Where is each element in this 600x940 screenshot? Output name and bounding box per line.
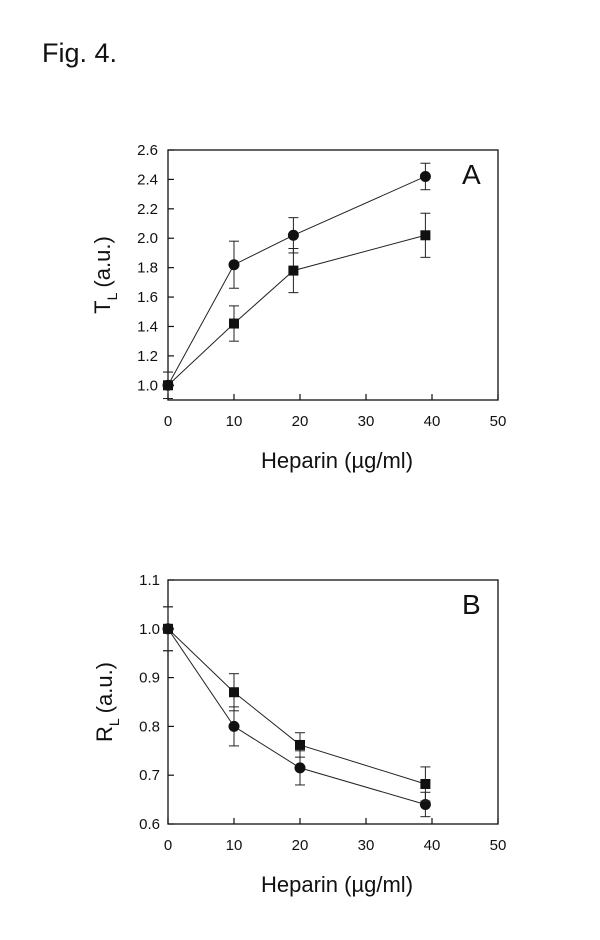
panel-a-y-tick-label: 1.2 xyxy=(137,348,158,365)
chart-panel-b: 0 10 20 30 40 50 0.6 0.7 0.8 0.9 1.0 1.1 Heparin (µg… xyxy=(92,572,507,897)
panel-a-squares-data-point xyxy=(163,380,173,391)
panel-a-y-axis-subscript: L xyxy=(104,292,120,300)
panel-b-squares-series-line xyxy=(167,628,426,785)
panel-b-squares-data-point xyxy=(229,687,239,698)
panel-b-y-tick-label: 0.7 xyxy=(139,767,160,784)
panel-a-y-tick-label: 2.4 xyxy=(137,171,158,188)
panel-a-circles-data-point xyxy=(287,229,299,241)
panel-a-squares-series-line xyxy=(167,234,426,386)
panel-b-y-tick-label: 1.0 xyxy=(139,621,160,638)
panel-a-plot-frame xyxy=(167,149,499,401)
figure-title: Fig. 4. xyxy=(42,38,118,68)
panel-b-y-tick-label: 0.8 xyxy=(139,718,160,735)
panel-a-panel-label: A xyxy=(462,159,481,190)
panel-b-x-tick-label: 10 xyxy=(226,837,243,854)
panel-a-x-tick-label: 50 xyxy=(490,413,507,430)
panel-a-y-tick-label: 2.2 xyxy=(137,201,158,218)
panel-b-y-tick-label: 0.9 xyxy=(139,670,160,687)
panel-a-x-tick-label: 20 xyxy=(292,413,309,430)
panel-b-y-axis-subscript: L xyxy=(106,718,122,726)
panel-b-panel-label: B xyxy=(462,589,481,620)
panel-a-y-axis-title: TL (a.u.) xyxy=(90,236,120,314)
panel-b-circles-data-point xyxy=(294,762,306,774)
panel-b-x-tick-label: 0 xyxy=(164,837,172,854)
panel-b-squares-data-point xyxy=(163,623,173,634)
panel-a-squares-data-point xyxy=(288,265,299,276)
panel-a-y-tick-label: 2.6 xyxy=(137,142,158,159)
panel-a-y-tick-label: 2.0 xyxy=(137,230,158,247)
panel-b-y-tick-label: 0.6 xyxy=(139,816,160,833)
panel-a-x-tick-label: 10 xyxy=(226,413,243,430)
panel-b-squares-data-point xyxy=(420,778,431,789)
panel-a-y-axis-symbol: T xyxy=(90,300,115,313)
panel-a-y-tick-label: 1.0 xyxy=(137,377,158,394)
panel-a-x-axis-title: Heparin (µg/ml) xyxy=(261,448,413,473)
panel-b-x-tick-label: 30 xyxy=(358,837,375,854)
panel-a-squares-data-point xyxy=(229,318,239,329)
panel-b-x-axis-title: Heparin (µg/ml) xyxy=(261,872,413,897)
panel-b-y-axis-unit: (a.u.) xyxy=(92,662,117,713)
panel-a-x-tick-label: 30 xyxy=(358,413,375,430)
panel-b-squares-data-point xyxy=(295,739,305,750)
panel-a-y-tick-label: 1.8 xyxy=(137,260,158,277)
panel-b-circles-series-line xyxy=(167,628,426,805)
panel-b-y-axis-title: RL (a.u.) xyxy=(92,662,122,742)
panel-b-x-tick-label: 40 xyxy=(424,837,441,854)
panel-b-circles-data-point xyxy=(419,798,431,810)
panel-b-y-tick-label: 1.1 xyxy=(139,572,160,589)
panel-a-y-tick-label: 1.4 xyxy=(137,318,158,335)
panel-b-plot-frame xyxy=(167,579,499,825)
panel-b-x-tick-label: 20 xyxy=(292,837,309,854)
panel-b-y-axis-symbol: R xyxy=(92,726,117,742)
panel-a-squares-data-point xyxy=(420,230,431,241)
panel-a-x-tick-label: 0 xyxy=(164,413,172,430)
panel-a-circles-data-point xyxy=(419,170,431,182)
panel-a-y-tick-label: 1.6 xyxy=(137,289,158,306)
panel-a-circles-series-line xyxy=(167,176,426,386)
panel-a-x-tick-label: 40 xyxy=(424,413,441,430)
panel-a-y-axis-unit: (a.u.) xyxy=(90,236,115,287)
panel-b-circles-data-point xyxy=(228,720,240,732)
panel-a-circles-data-point xyxy=(228,259,240,271)
chart-panel-a: 0 10 20 30 40 50 1.0 1.2 1.4 1.6 1.8 2.0 2.2 2.4 2.6 He… xyxy=(90,142,507,473)
panel-b-x-tick-label: 50 xyxy=(490,837,507,854)
